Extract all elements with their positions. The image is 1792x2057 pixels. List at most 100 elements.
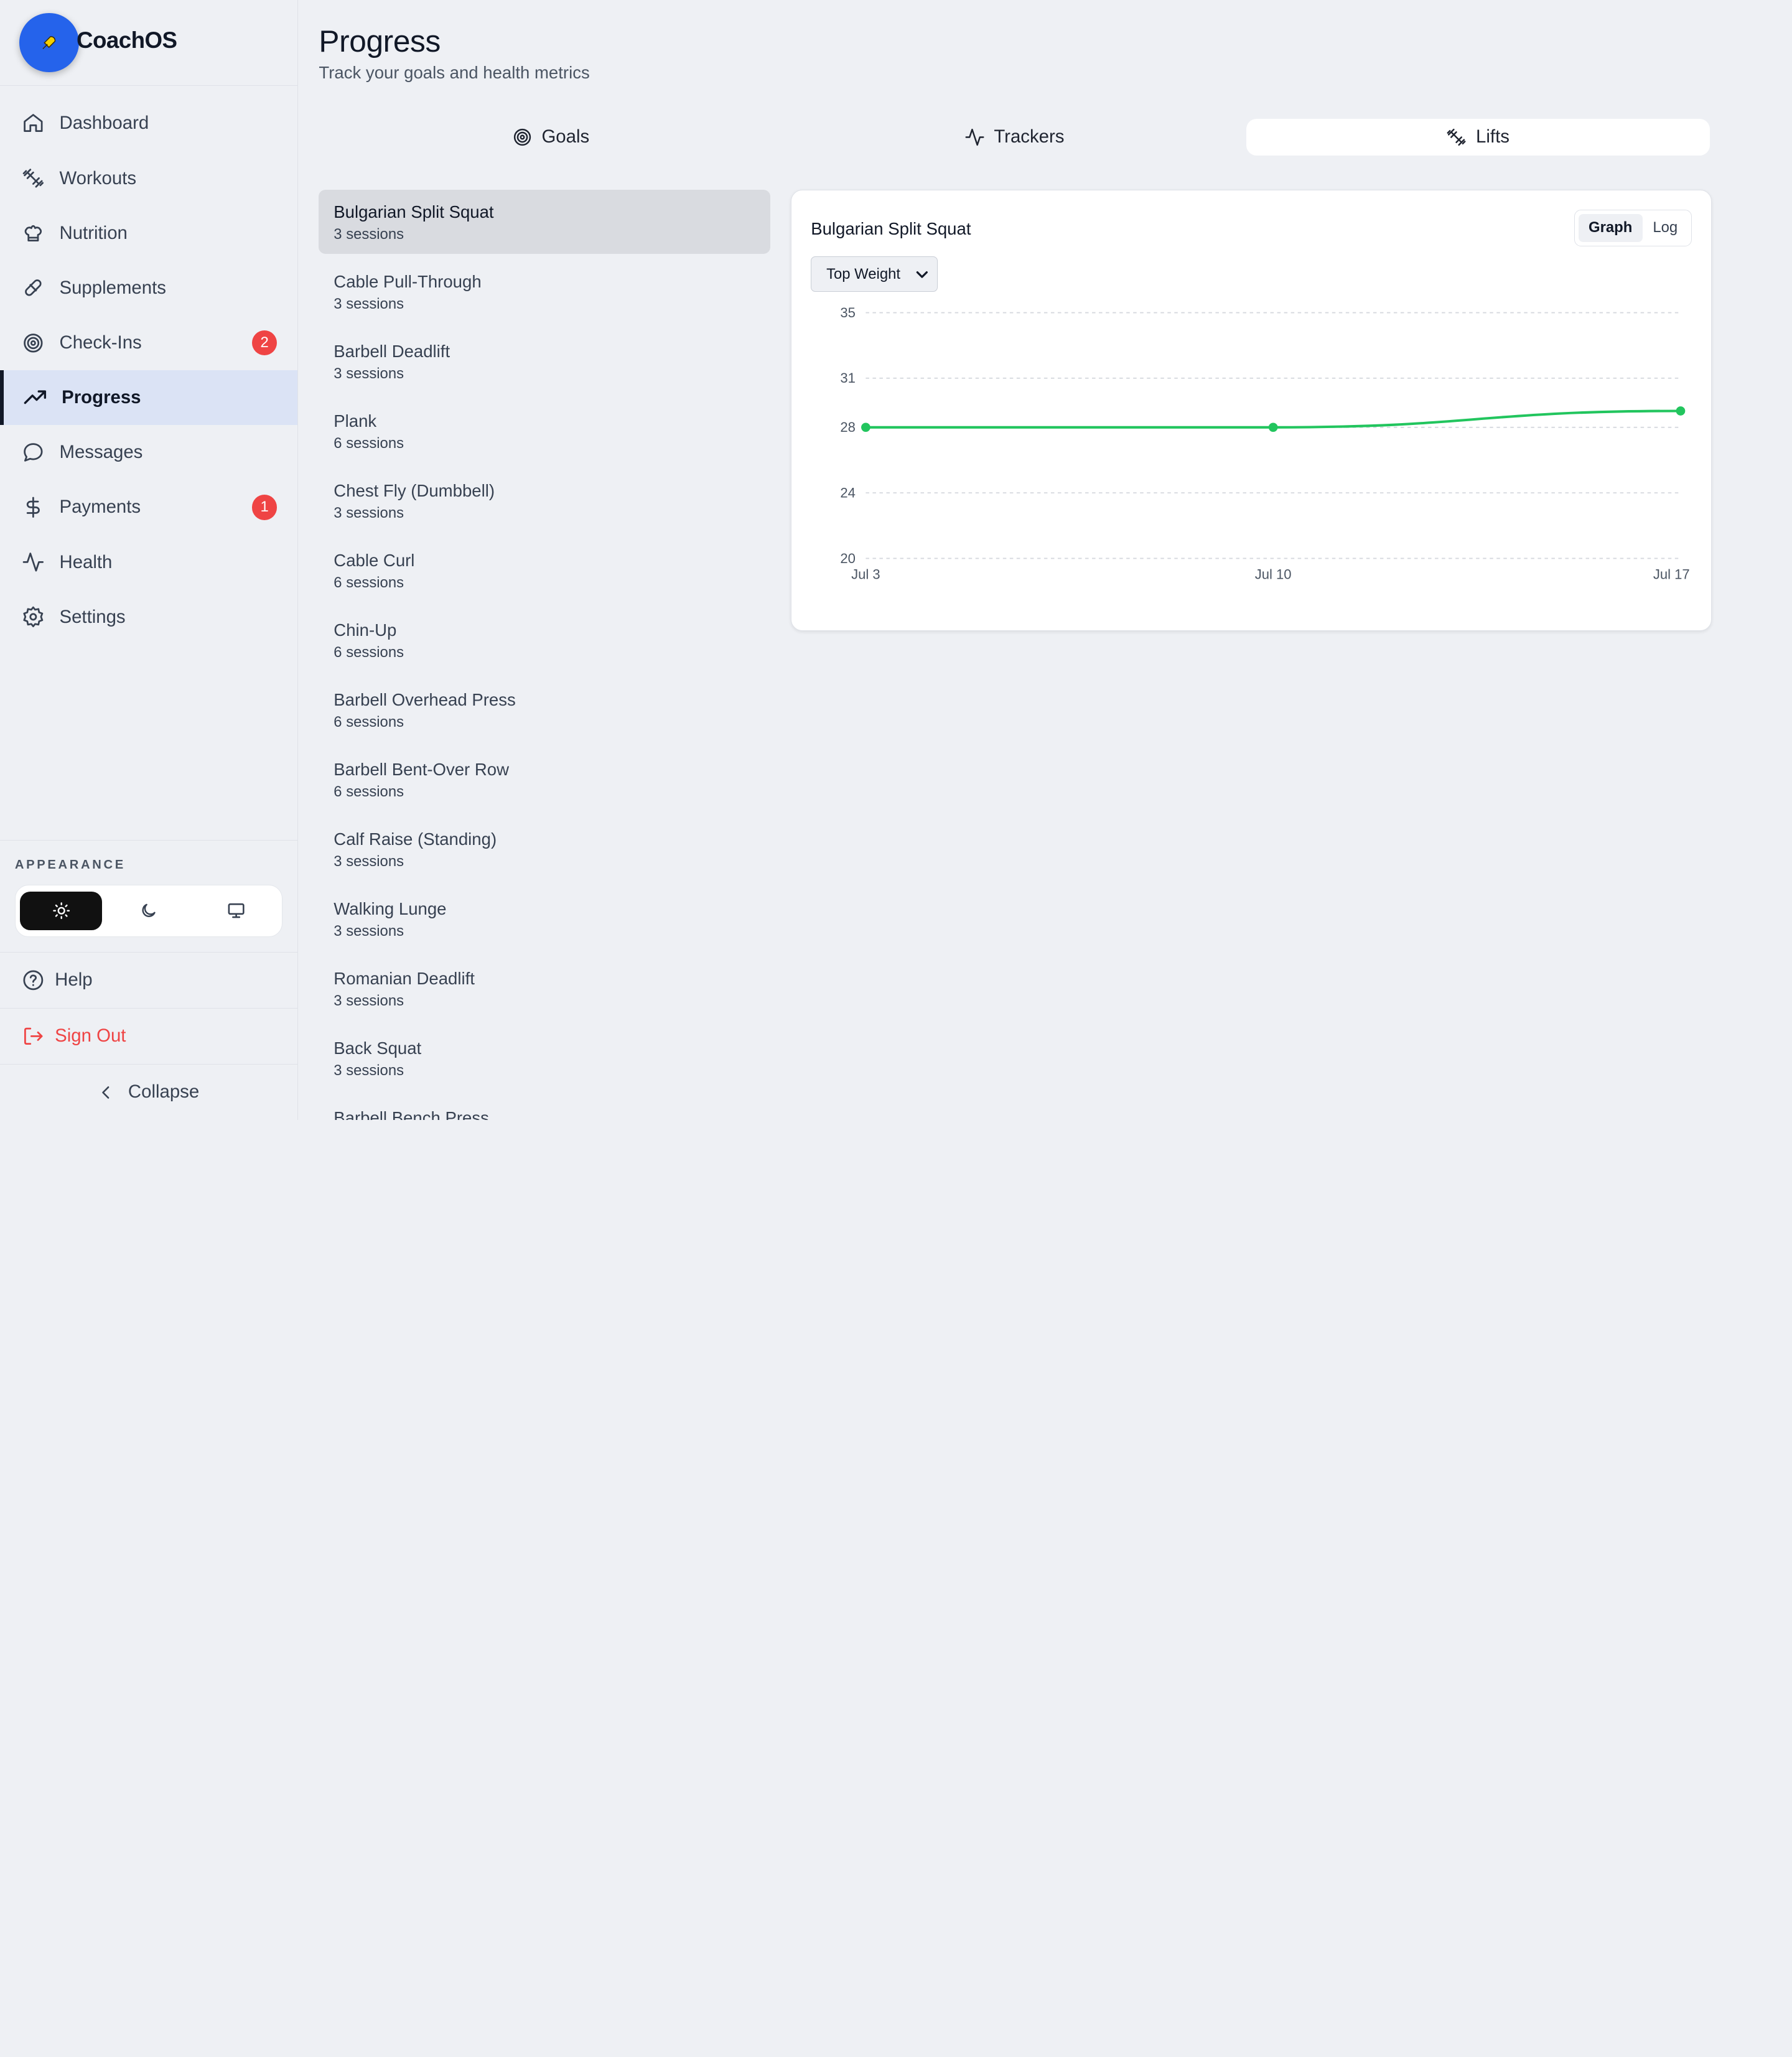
x-tick-label: Jul 3	[851, 566, 880, 582]
tab-label: Lifts	[1476, 126, 1510, 147]
x-tick-label: Jul 10	[1255, 566, 1292, 582]
sidebar-item-nutrition[interactable]: Nutrition	[0, 206, 297, 261]
collapse-button[interactable]: Collapse	[0, 1063, 298, 1120]
monitor-icon	[226, 901, 246, 920]
exercise-name: Barbell Bent-Over Row	[334, 760, 509, 780]
exercise-name: Chest Fly (Dumbbell)	[334, 481, 495, 501]
exercise-item[interactable]: Chest Fly (Dumbbell) 3 sessions	[319, 469, 770, 538]
page-title: Progress	[319, 23, 441, 58]
tab-label: Trackers	[994, 126, 1065, 147]
notification-badge: 1	[251, 495, 278, 520]
exercise-list: Bulgarian Split Squat 3 sessions Cable P…	[319, 189, 770, 1120]
tab-goals[interactable]: Goals	[319, 119, 782, 156]
exercise-sessions: 6 sessions	[334, 713, 404, 730]
lift-title: Bulgarian Split Squat	[811, 218, 971, 238]
sidebar-item-label: Check-Ins	[59, 332, 142, 353]
exercise-item[interactable]: Calf Raise (Standing) 3 sessions	[319, 817, 770, 887]
lift-chart-card: Bulgarian Split Squat Graph Log Top Weig…	[790, 189, 1712, 631]
exercise-name: Barbell Overhead Press	[334, 690, 516, 710]
app-root: CoachOS Dashboard Workouts Nutrition	[0, 0, 1712, 1120]
chevron-left-icon	[98, 1084, 114, 1101]
collapse-label: Collapse	[128, 1081, 200, 1103]
sidebar-item-supplements[interactable]: Supplements	[0, 261, 297, 315]
sidebar-item-messages[interactable]: Messages	[0, 425, 297, 480]
exercise-name: Romanian Deadlift	[334, 969, 475, 989]
trending-up-icon	[23, 385, 48, 410]
moon-icon	[139, 902, 157, 920]
data-point	[861, 422, 870, 432]
exercise-sessions: 3 sessions	[334, 365, 404, 382]
exercise-item[interactable]: Barbell Bench Press	[319, 1096, 770, 1119]
metric-select-value: Top Weight	[826, 265, 901, 282]
y-tick-label: 28	[840, 419, 856, 435]
exercise-sessions: 6 sessions	[334, 574, 404, 591]
exercise-name: Chin-Up	[334, 620, 397, 640]
sidebar-item-label: Messages	[59, 442, 143, 463]
progress-tabs: Goals Trackers Lifts	[319, 119, 1710, 156]
exercise-item[interactable]: Barbell Overhead Press 6 sessions	[319, 678, 770, 747]
chevron-down-icon	[914, 266, 930, 287]
log-view-button[interactable]: Log	[1653, 219, 1678, 236]
exercise-name: Calf Raise (Standing)	[334, 829, 497, 849]
graph-view-button[interactable]: Graph	[1578, 214, 1643, 242]
sign-out-label: Sign Out	[55, 1025, 126, 1047]
theme-dark-button[interactable]	[108, 892, 190, 930]
exercise-sessions: 6 sessions	[334, 643, 404, 661]
sidebar-item-label: Settings	[59, 606, 126, 627]
exercise-item[interactable]: Bulgarian Split Squat 3 sessions	[319, 189, 770, 254]
exercise-item[interactable]: Back Squat 3 sessions	[319, 1026, 770, 1096]
exercise-sessions: 3 sessions	[334, 504, 404, 521]
exercise-item[interactable]: Cable Pull-Through 3 sessions	[319, 259, 770, 329]
help-label: Help	[55, 969, 93, 991]
activity-icon	[21, 549, 45, 574]
tab-lifts[interactable]: Lifts	[1246, 119, 1710, 156]
line-chart: 20 24 28 31 35 Jul 3 Jul 10 Jul 17	[840, 305, 1690, 582]
rocket-icon[interactable]	[19, 12, 79, 73]
theme-light-button[interactable]	[20, 891, 103, 931]
metric-select[interactable]: Top Weight	[811, 256, 938, 292]
sidebar-item-progress[interactable]: Progress	[0, 370, 298, 426]
theme-system-button[interactable]	[195, 892, 277, 930]
exercise-name: Cable Pull-Through	[334, 272, 482, 292]
exercise-item[interactable]: Romanian Deadlift 3 sessions	[319, 956, 770, 1026]
exercise-sessions: 3 sessions	[334, 295, 404, 312]
sidebar-item-workouts[interactable]: Workouts	[0, 151, 297, 205]
exercise-item[interactable]: Cable Curl 6 sessions	[319, 538, 770, 608]
sidebar-item-payments[interactable]: Payments 1	[0, 480, 297, 534]
sidebar-nav: Dashboard Workouts Nutrition Supplements	[0, 86, 298, 645]
exercise-sessions: 6 sessions	[334, 783, 404, 800]
tab-label: Goals	[541, 126, 590, 147]
exercise-item[interactable]: Walking Lunge 3 sessions	[319, 887, 770, 956]
sidebar-item-label: Health	[59, 551, 113, 572]
sidebar-item-label: Supplements	[59, 277, 166, 298]
sidebar: CoachOS Dashboard Workouts Nutrition	[0, 0, 299, 1120]
sidebar-item-label: Dashboard	[59, 113, 149, 134]
sidebar-item-dashboard[interactable]: Dashboard	[0, 96, 297, 151]
exercise-name: Back Squat	[334, 1038, 422, 1058]
sidebar-item-label: Workouts	[59, 167, 137, 189]
sign-out-button[interactable]: Sign Out	[0, 1007, 298, 1064]
exercise-item[interactable]: Chin-Up 6 sessions	[319, 608, 770, 678]
exercise-item[interactable]: Barbell Bent-Over Row 6 sessions	[319, 747, 770, 817]
tab-trackers[interactable]: Trackers	[783, 119, 1246, 156]
sidebar-item-settings[interactable]: Settings	[0, 590, 297, 645]
exercise-item[interactable]: Barbell Deadlift 3 sessions	[319, 329, 770, 399]
sidebar-item-check-ins[interactable]: Check-Ins 2	[0, 315, 297, 370]
home-icon	[21, 111, 45, 136]
notification-badge: 2	[251, 330, 278, 356]
data-point	[1676, 406, 1686, 416]
sidebar-item-health[interactable]: Health	[0, 535, 297, 590]
log-out-icon	[21, 1024, 45, 1048]
help-link[interactable]: Help	[0, 951, 298, 1008]
x-tick-label: Jul 17	[1653, 566, 1690, 582]
sidebar-item-label: Progress	[62, 387, 141, 408]
dumbbell-icon	[1446, 127, 1467, 147]
exercise-sessions: 3 sessions	[334, 1061, 404, 1079]
exercise-item[interactable]: Plank 6 sessions	[319, 399, 770, 469]
y-tick-label: 35	[840, 305, 856, 320]
view-toggle: Graph Log	[1574, 210, 1692, 246]
target-icon	[21, 330, 45, 355]
exercise-sessions: 3 sessions	[334, 225, 404, 243]
page-subtitle: Track your goals and health metrics	[319, 63, 590, 83]
y-tick-label: 24	[840, 485, 856, 500]
